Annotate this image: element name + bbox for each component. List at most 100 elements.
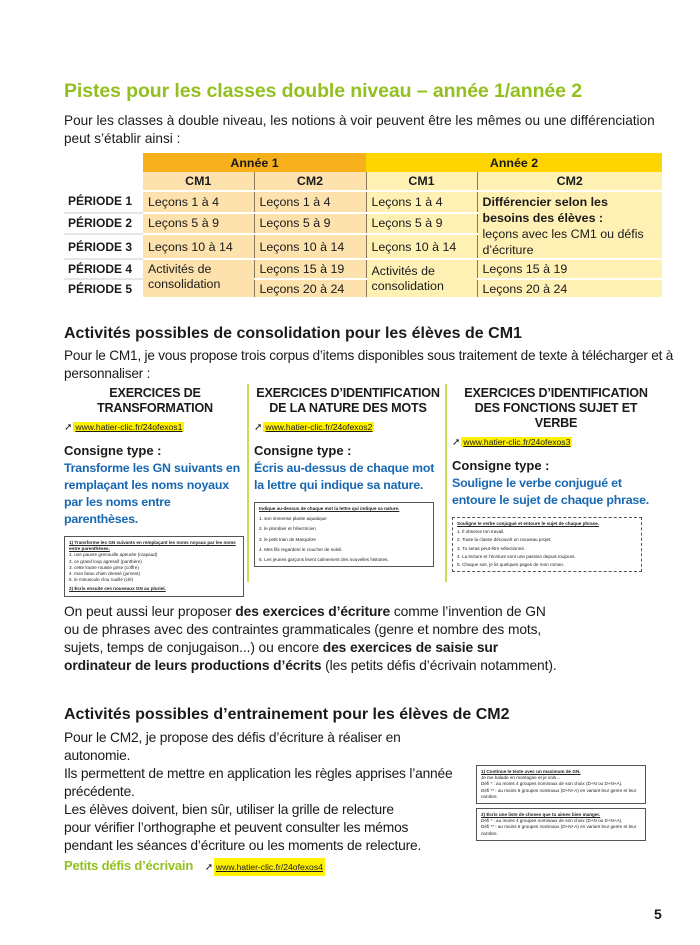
thumb-line: Défi ** : au moins 6 groupes nominaux (D… [481,824,637,836]
arrow-cursor-icon: ➚ [254,422,263,433]
consigne-label: Consigne type : [64,443,162,458]
cell: Leçons 1 à 4 [143,191,255,214]
arrow-cursor-icon: ➚ [204,862,213,873]
thumb-item: 1. son immense plante aquatique [259,516,327,522]
y2-cm2-header: CM2 [477,172,662,192]
cell: Leçons 15 à 19 [477,259,662,280]
consigne-text: Écris au-dessus de chaque mot la lettre … [254,461,435,492]
cell: Leçons 10 à 14 [366,234,478,260]
thumb-sub: Je me balade en montagne et je vois… [481,775,561,781]
exercise-link[interactable]: www.hatier-clic.fr/24ofexos1 [73,422,185,432]
column-divider [445,384,447,582]
thumb-footer: 2) Écris ensuite ces nouveaux GN au plur… [69,586,166,592]
thumb-item: 3. Tu seras peut-être sélectionné. [457,545,526,551]
thumb-item: 4. La lecture et l’écriture sont une pas… [457,553,576,559]
cell-bold: Différencier selon les besoins des élève… [482,195,608,225]
thumb-item: 1. Il observe ton travail. [457,529,505,535]
intro-text: Pour les classes à double niveau, les no… [64,113,655,146]
consigne-label: Consigne type : [254,443,352,458]
bold-text: des exercices de saisie sur ordinateur d… [64,640,499,673]
page-number: 5 [654,906,662,922]
exercise-thumbnail: Souligne le verbe conjugué et entoure le… [452,517,642,573]
cell: Activités de consolidation [366,259,478,299]
year2-header: Année 2 [366,153,662,172]
cell: Leçons 5 à 9 [254,212,367,236]
defi-thumbnail-1: 1) Continue le texte avec un maximum de … [476,765,646,805]
consigne-label: Consigne type : [452,458,550,473]
text-line: pour vérifier l’orthographe et peuvent c… [64,820,409,835]
exercise-thumbnail: 1) Transforme les GN suivants en remplaç… [64,536,244,597]
period-label: PÉRIODE 5 [68,282,133,296]
period-label: PÉRIODE 3 [64,234,143,260]
year1-header: Année 1 [143,153,366,172]
cell: Activités de consolidation [143,259,255,299]
period-label: PÉRIODE 1 [64,191,143,214]
thumb-item: 1. une pauvre grenouille apeurée (crapau… [69,552,158,558]
thumb-item: 5. Les jeunes garçons lisent calmement d… [259,557,389,563]
exercise-title: EXERCICES D’IDENTIFICATION DES FONCTIONS… [464,386,648,430]
text-run: (les petits défis d’écrivain notamment). [321,658,557,673]
arrow-cursor-icon: ➚ [452,437,461,448]
exercise-title: EXERCICES D’IDENTIFICATION DE LA NATURE … [256,386,440,415]
section1-heading: Activités possibles de consolidation pou… [64,325,522,342]
exercise-thumbnail: Indique au-dessus de chaque mot la lettr… [254,502,434,568]
cell: Leçons 5 à 9 [143,212,255,236]
thumb-title: Souligne le verbe conjugué et entoure le… [457,521,599,526]
thumb-title: Indique au-dessus de chaque mot la lettr… [259,506,400,511]
thumb-item: 2. Toute la classe découvrit un nouveau … [457,537,552,543]
cell: Leçons 20 à 24 [254,279,367,299]
defi-thumbnail-2: 2) Écris une liste de choses que tu aime… [476,808,646,841]
column-divider [247,384,249,582]
exercise-column: EXERCICES D’IDENTIFICATION DES FONCTIONS… [452,386,660,573]
thumb-line: Défi * : au moins 4 groupes nominaux de … [481,818,623,824]
thumb-item: 2. ce grand loup agressif (panthère) [69,558,142,564]
thumb-item: 2. le plombier et l’électricien [259,526,316,532]
cell: Leçons 20 à 24 [477,279,662,299]
thumb-title: 1) Continue le texte avec un maximum de … [481,769,581,774]
thumb-item: 3. le petit train de Marquèze [259,536,316,542]
consigne-text: Souligne le verbe conjugué et entoure le… [452,476,650,507]
thumb-line: Défi ** : au moins 6 groupes nominaux (D… [481,787,637,799]
arrow-cursor-icon: ➚ [64,422,73,433]
thumb-title: 1) Transforme les GN suivants en remplaç… [69,540,236,552]
y1-cm1-header: CM1 [143,172,255,192]
schedule-table: Année 1 Année 2 CM1 CM2 CM1 CM2 PÉRIODE 1… [64,153,662,299]
exercise-column: EXERCICES DE TRANSFORMATION ➚ www.hatier-… [64,386,246,597]
text-line: pendant les séances d’écriture ou les mo… [64,838,422,853]
thumb-item: 4. Mes fils regardent le coucher de sole… [259,546,343,552]
thumb-item: 4. mon beau chien dressé (jument) [69,571,140,577]
text-run: On peut aussi leur proposer [64,604,236,619]
thumb-item: 5. Chaque soir, je lis quelques pages de… [457,562,565,568]
cell: Leçons 5 à 9 [366,212,478,236]
section1-intro: Pour le CM1, je vous propose trois corpu… [64,348,674,381]
y2-cm1-header: CM1 [366,172,478,192]
text-run: comme l’invention de GN ou de phrases av… [64,604,546,655]
cell: Leçons 10 à 14 [254,234,367,260]
exercise-title: EXERCICES DE TRANSFORMATION [97,386,213,415]
exercise-link[interactable]: www.hatier-clic.fr/24ofexos3 [461,437,573,447]
bold-text: des exercices d’écriture [235,604,391,619]
page-title: Pistes pour les classes double niveau – … [64,80,582,102]
thumb-item: 5. le minuscule clou rouillé (clé) [69,577,134,583]
text-line: Pour le CM2, je propose des défis d’écri… [64,730,401,763]
cell: Leçons 15 à 19 [254,259,367,280]
cell: Leçons 1 à 4 [366,191,478,214]
exercise-link[interactable]: www.hatier-clic.fr/24ofexos2 [263,422,375,432]
defis-link[interactable]: www.hatier-clic.fr/24ofexos4 [213,858,325,876]
section1-paragraph: On peut aussi leur proposer des exercice… [64,603,564,675]
thumb-line: Défi * : au moins 4 groupes nominaux de … [481,781,623,787]
thumb-title: 2) Écris une liste de choses que tu aime… [481,812,601,818]
cell-differencier: Différencier selon les besoins des élève… [477,191,662,260]
text-line: Ils permettent de mettre en application … [64,766,453,799]
consigne-text: Transforme les GN suivants en remplaçant… [64,461,240,526]
cell: Leçons 1 à 4 [254,191,367,214]
period-label: PÉRIODE 2 [64,212,143,236]
text-line: Les élèves doivent, bien sûr, utiliser l… [64,802,394,817]
section2-heading: Activités possibles d’entrainement pour … [64,706,510,723]
period-label: PÉRIODE 4 [64,259,143,280]
thumb-item: 3. cette loutre rousse grise (coffre) [69,564,139,570]
exercise-column: EXERCICES D’IDENTIFICATION DE LA NATURE … [254,386,442,568]
y1-cm2-header: CM2 [254,172,367,192]
defis-label: Petits défis d’écrivain [64,858,194,873]
cell: Leçons 10 à 14 [143,234,255,260]
